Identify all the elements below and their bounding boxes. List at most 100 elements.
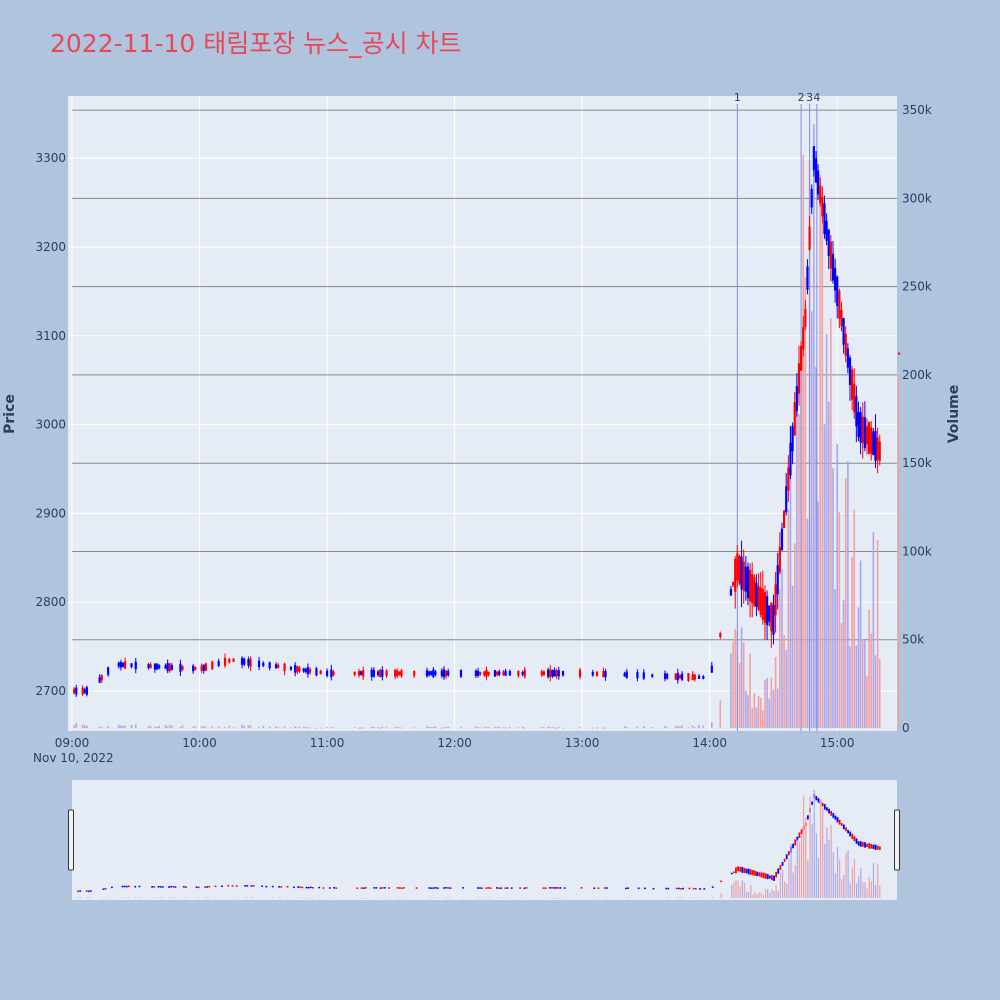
mini-candle bbox=[278, 886, 280, 888]
volume-bar bbox=[681, 725, 683, 728]
mini-candle bbox=[87, 890, 90, 893]
mini-volume-bar bbox=[606, 897, 608, 899]
mini-candle bbox=[749, 869, 752, 875]
volume-bar bbox=[373, 726, 375, 728]
candle-body bbox=[81, 687, 84, 695]
mini-candle bbox=[489, 887, 492, 889]
volume-bar bbox=[381, 726, 384, 728]
candle-body bbox=[840, 309, 843, 327]
mini-volume-bar bbox=[523, 897, 526, 899]
volume-bar bbox=[377, 727, 379, 729]
candle-body bbox=[117, 662, 120, 667]
volume-bar bbox=[876, 540, 879, 728]
candle-body bbox=[274, 664, 278, 669]
mini-candle bbox=[364, 887, 367, 889]
volume-bar bbox=[445, 726, 447, 728]
mini-candle bbox=[301, 886, 304, 889]
candle-body bbox=[434, 671, 437, 676]
mini-candle bbox=[811, 801, 814, 805]
candle-body bbox=[602, 670, 605, 678]
mini-candle bbox=[857, 841, 860, 846]
mini-volume-bar bbox=[244, 897, 246, 898]
range-slider-right-handle[interactable] bbox=[894, 809, 900, 871]
volume-bar bbox=[302, 726, 305, 728]
candle-body bbox=[785, 486, 788, 513]
mini-volume-bar bbox=[874, 885, 877, 898]
mini-volume-bar bbox=[172, 897, 174, 898]
mini-candle bbox=[477, 887, 479, 889]
volume-bar bbox=[813, 124, 815, 728]
candle-body bbox=[217, 661, 220, 666]
mini-candle bbox=[523, 887, 526, 889]
candle-body bbox=[398, 671, 401, 676]
mini-volume-bar bbox=[752, 894, 754, 898]
mini-volume-bar bbox=[858, 876, 860, 898]
mini-candle bbox=[402, 887, 405, 889]
candle-body bbox=[447, 671, 450, 676]
candle-body bbox=[479, 671, 482, 675]
mini-volume-bar bbox=[246, 897, 248, 899]
mini-candle bbox=[741, 866, 744, 873]
mini-candle bbox=[383, 887, 386, 889]
candle-body bbox=[768, 605, 771, 622]
candle-body bbox=[827, 229, 830, 256]
mini-volume-bar bbox=[168, 897, 170, 898]
candle-body bbox=[846, 348, 849, 368]
mini-candle bbox=[870, 843, 873, 849]
mini-candle bbox=[447, 887, 450, 889]
volume-bar bbox=[517, 727, 520, 729]
chart-title: 2022-11-10 태림포장 뉴스_공시 차트 bbox=[50, 29, 462, 58]
volume-bar bbox=[360, 727, 362, 729]
mini-candle bbox=[878, 846, 881, 850]
mini-volume-bar bbox=[851, 867, 853, 898]
volume-bar bbox=[447, 726, 450, 728]
mini-volume-bar bbox=[580, 897, 583, 899]
candle-body bbox=[107, 667, 110, 675]
volume-bar bbox=[764, 680, 766, 728]
mini-volume-bar bbox=[138, 897, 141, 898]
candle-body bbox=[874, 430, 877, 461]
mini-candle bbox=[244, 885, 247, 887]
mini-volume-bar bbox=[236, 897, 238, 899]
mini-volume-bar bbox=[360, 897, 363, 899]
volume-bar bbox=[243, 726, 245, 728]
candle-body bbox=[359, 671, 363, 676]
candle-body bbox=[808, 226, 811, 250]
candle-body bbox=[772, 605, 775, 635]
range-slider-left-handle[interactable] bbox=[68, 809, 74, 871]
candle-body bbox=[753, 577, 756, 607]
mini-candle bbox=[138, 885, 141, 888]
mini-candle bbox=[204, 886, 206, 888]
candle-body bbox=[85, 687, 88, 695]
volume-tick-label: 150k bbox=[902, 456, 932, 470]
volume-bar bbox=[625, 726, 628, 728]
range-slider[interactable] bbox=[72, 780, 897, 900]
volume-bar bbox=[100, 727, 103, 729]
candle-body bbox=[676, 672, 679, 681]
mini-volume-bar bbox=[121, 897, 124, 898]
mini-candle bbox=[161, 886, 164, 888]
mini-volume-bar bbox=[739, 886, 741, 898]
candle-body bbox=[795, 386, 798, 412]
volume-bar bbox=[804, 276, 807, 728]
x-tick-label: 13:00 bbox=[565, 736, 600, 750]
candle-body bbox=[315, 668, 318, 676]
volume-bar bbox=[776, 688, 779, 728]
mini-candle bbox=[730, 872, 733, 875]
candle-body bbox=[793, 402, 796, 436]
mini-volume-bar bbox=[126, 897, 128, 899]
mini-volume-bar bbox=[183, 897, 185, 899]
volume-bar bbox=[385, 727, 388, 729]
mini-candle bbox=[826, 807, 828, 811]
candle-body bbox=[817, 170, 820, 195]
mini-volume-bar bbox=[597, 897, 600, 899]
mini-candle bbox=[597, 887, 600, 889]
mini-volume-bar bbox=[153, 897, 155, 899]
mini-candle bbox=[396, 887, 399, 889]
mini-volume-bar bbox=[525, 897, 528, 899]
candle-body bbox=[228, 658, 231, 663]
volume-bar bbox=[224, 726, 226, 728]
volume-bar bbox=[319, 727, 322, 729]
mini-volume-bar bbox=[781, 869, 784, 898]
volume-bar bbox=[838, 511, 841, 728]
